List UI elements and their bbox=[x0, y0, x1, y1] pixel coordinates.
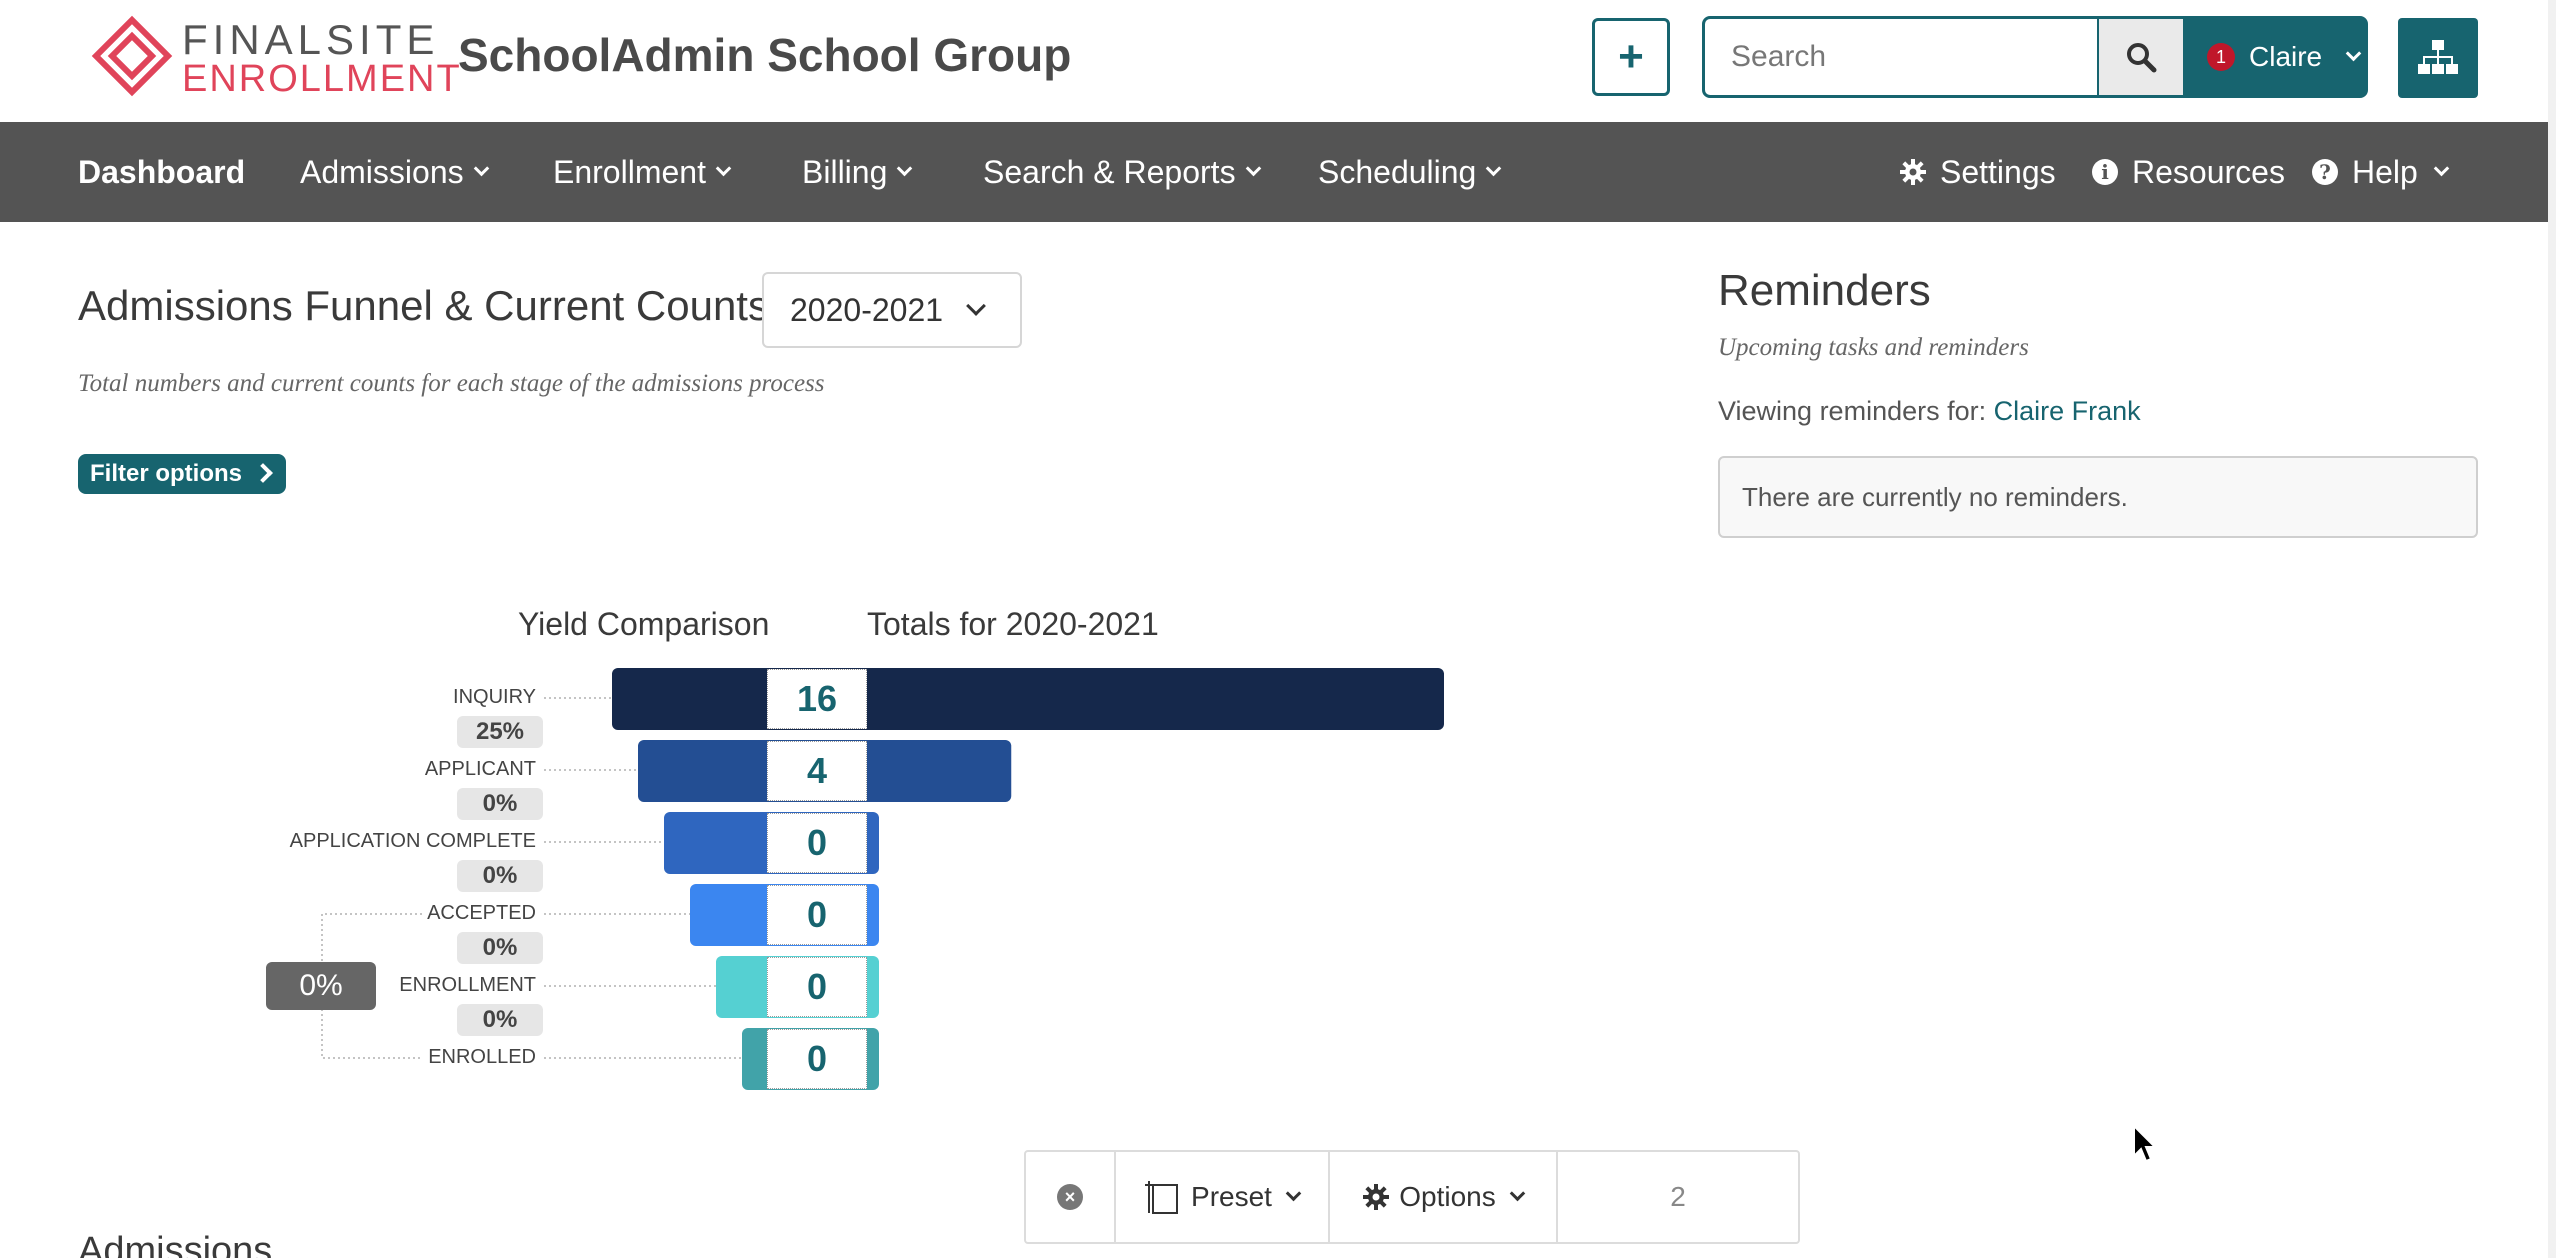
nav-enrollment[interactable]: Enrollment bbox=[553, 122, 732, 222]
preset-button[interactable]: Preset bbox=[1116, 1152, 1330, 1242]
reminders-title: Reminders bbox=[1718, 266, 1931, 315]
nav-help[interactable]: ? Help bbox=[2312, 122, 2450, 222]
funnel-yield-percent: 0% bbox=[457, 1004, 543, 1036]
nav-label: Resources bbox=[2132, 153, 2285, 190]
close-icon: × bbox=[1057, 1184, 1083, 1210]
funnel-stage-label: INQUIRY bbox=[453, 686, 536, 708]
search-input[interactable] bbox=[1705, 19, 2097, 95]
user-menu-button[interactable]: 1 Claire bbox=[2183, 19, 2365, 95]
options-label: Options bbox=[1399, 1181, 1496, 1212]
admissions-section-heading: Admissions bbox=[78, 1230, 273, 1258]
nav-label: Dashboard bbox=[78, 153, 246, 190]
sitemap-icon bbox=[2418, 40, 2458, 74]
chevron-down-icon bbox=[2433, 160, 2450, 176]
sitemap-button[interactable] bbox=[2398, 18, 2478, 98]
funnel-stage-label: ACCEPTED bbox=[427, 902, 536, 924]
funnel-stage-label: ENROLLED bbox=[428, 1046, 536, 1068]
filter-options-button[interactable]: Filter options bbox=[78, 454, 286, 494]
logo-wordmark-top: FINALSITE bbox=[182, 16, 440, 63]
info-icon: i bbox=[2092, 159, 2118, 185]
chevron-down-icon bbox=[1509, 1185, 1526, 1201]
nav-label: Enrollment bbox=[553, 153, 706, 190]
funnel-count[interactable]: 0 bbox=[767, 1029, 867, 1089]
nav-admissions[interactable]: Admissions bbox=[300, 122, 489, 222]
funnel-count[interactable]: 0 bbox=[767, 813, 867, 873]
school-name: SchoolAdmin School Group bbox=[458, 29, 1072, 81]
funnel-count[interactable]: 0 bbox=[767, 957, 867, 1017]
funnel-stage-label: ENROLLMENT bbox=[399, 974, 536, 996]
nav-search-reports[interactable]: Search & Reports bbox=[983, 122, 1261, 222]
nav-label: Billing bbox=[802, 153, 888, 190]
yield-comparison-header: Yield Comparison bbox=[518, 606, 770, 642]
chevron-down-icon bbox=[2345, 45, 2362, 61]
funnel-yield-percent: 0% bbox=[457, 860, 543, 892]
toolbar-count: 2 bbox=[1670, 1181, 1686, 1212]
funnel-count[interactable]: 4 bbox=[767, 741, 867, 801]
chevron-down-icon bbox=[897, 160, 913, 176]
add-button[interactable]: + bbox=[1592, 18, 1670, 96]
floating-toolbar: × Preset Options 2 bbox=[1024, 1150, 1800, 1244]
main-nav: Dashboard Admissions Enrollment Billing … bbox=[0, 122, 2556, 222]
clear-button[interactable]: × bbox=[1026, 1152, 1116, 1242]
mouse-cursor-icon bbox=[2133, 1124, 2158, 1163]
chevron-down-icon bbox=[715, 160, 732, 176]
plus-icon: + bbox=[1618, 32, 1644, 81]
funnel-bar-inquiry[interactable] bbox=[612, 668, 1444, 730]
reminders-user-link[interactable]: Claire Frank bbox=[1993, 396, 2141, 426]
reminders-viewing: Viewing reminders for: Claire Frank bbox=[1718, 396, 2141, 427]
reminders-subtitle: Upcoming tasks and reminders bbox=[1718, 334, 2029, 361]
search-bar: 1 Claire bbox=[1702, 16, 2368, 98]
funnel-count[interactable]: 0 bbox=[767, 885, 867, 945]
nav-scheduling[interactable]: Scheduling bbox=[1318, 122, 1502, 222]
options-button[interactable]: Options bbox=[1330, 1152, 1558, 1242]
nav-label: Help bbox=[2352, 153, 2418, 190]
funnel-stage-label: APPLICANT bbox=[424, 758, 536, 780]
nav-label: Scheduling bbox=[1318, 153, 1477, 190]
filter-options-label: Filter options bbox=[90, 460, 242, 487]
question-icon: ? bbox=[2312, 159, 2338, 185]
search-icon bbox=[2127, 43, 2157, 73]
nav-label: Admissions bbox=[300, 153, 464, 190]
chevron-down-icon bbox=[1486, 160, 1502, 176]
nav-resources[interactable]: i Resources bbox=[2092, 122, 2285, 222]
finalsite-logo[interactable]: FINALSITE ENROLLMENT bbox=[90, 14, 460, 100]
funnel-subtitle: Total numbers and current counts for eac… bbox=[78, 370, 825, 397]
year-select[interactable]: 2020-2021 bbox=[762, 272, 1022, 348]
gear-icon bbox=[1900, 159, 1926, 185]
chevron-down-icon bbox=[1245, 160, 1261, 176]
year-select-value: 2020-2021 bbox=[790, 291, 944, 328]
preset-icon bbox=[1145, 1181, 1179, 1214]
funnel-stage-label: APPLICATION COMPLETE bbox=[289, 830, 536, 852]
nav-label: Settings bbox=[1940, 153, 2056, 190]
totals-header: Totals for 2020-2021 bbox=[867, 606, 1159, 642]
nav-billing[interactable]: Billing bbox=[802, 122, 913, 222]
chevron-right-icon bbox=[253, 463, 273, 483]
logo-wordmark-bottom: ENROLLMENT bbox=[182, 58, 462, 100]
logo-mark-icon bbox=[91, 15, 173, 97]
funnel-yield-percent: 0% bbox=[457, 788, 543, 820]
search-button[interactable] bbox=[2099, 19, 2183, 95]
chevron-down-icon bbox=[473, 160, 489, 176]
funnel-yield-percent: 25% bbox=[457, 716, 543, 748]
nav-dashboard[interactable]: Dashboard bbox=[78, 122, 245, 222]
preset-label: Preset bbox=[1191, 1181, 1272, 1212]
chevron-down-icon bbox=[1285, 1185, 1302, 1201]
nav-label: Search & Reports bbox=[983, 153, 1236, 190]
reminders-viewing-label: Viewing reminders for: bbox=[1718, 396, 1987, 426]
reminders-empty-message: There are currently no reminders. bbox=[1718, 456, 2478, 538]
funnel-count[interactable]: 16 bbox=[767, 669, 867, 729]
scrollbar[interactable] bbox=[2548, 0, 2556, 1258]
gear-icon bbox=[1363, 1184, 1390, 1210]
total-yield-badge: 0% bbox=[266, 962, 376, 1010]
chevron-down-icon bbox=[966, 296, 986, 316]
user-name: Claire bbox=[2249, 41, 2323, 72]
nav-settings[interactable]: Settings bbox=[1900, 122, 2056, 222]
funnel-yield-percent: 0% bbox=[457, 932, 543, 964]
top-header: FINALSITE ENROLLMENT SchoolAdmin School … bbox=[0, 0, 2556, 122]
notification-badge: 1 bbox=[2207, 43, 2235, 71]
funnel-title: Admissions Funnel & Current Counts bbox=[78, 282, 769, 329]
